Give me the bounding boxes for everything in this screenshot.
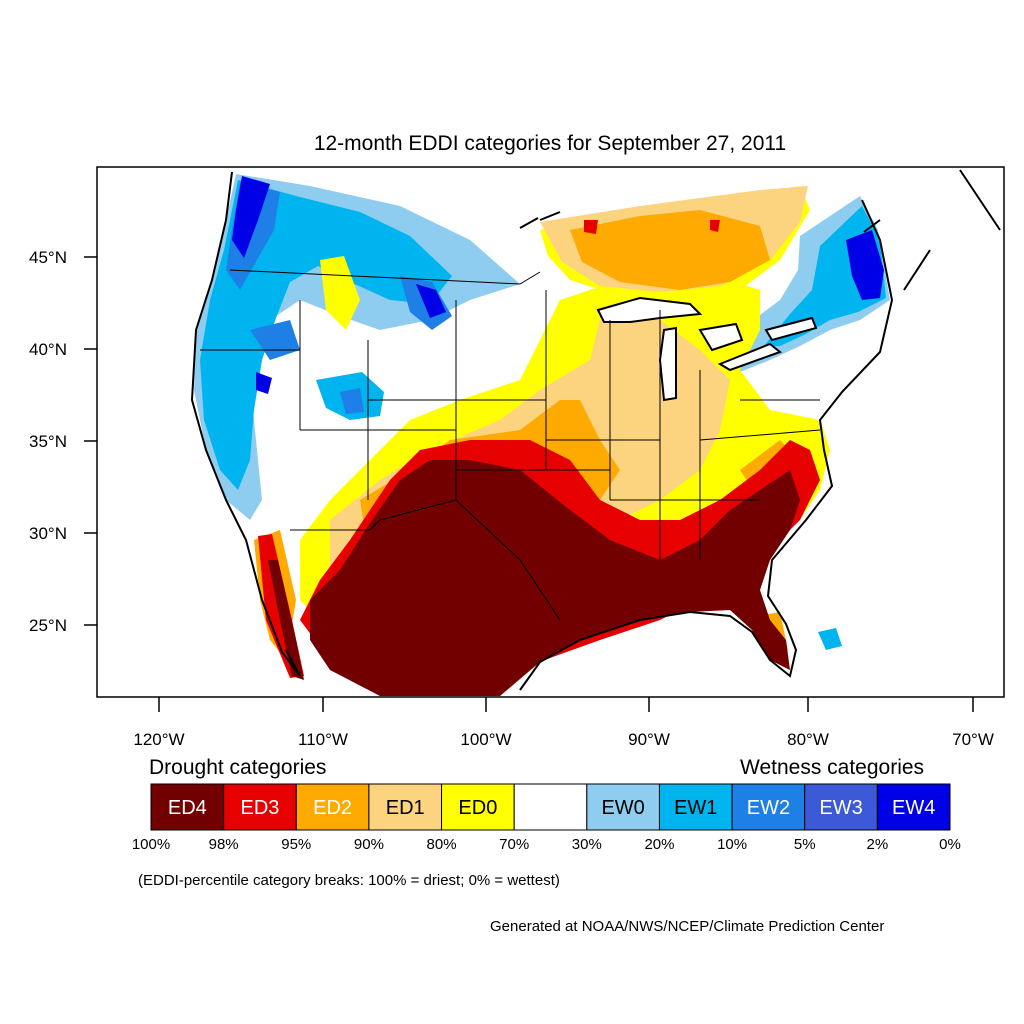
- lon-label-80: 80°W: [787, 730, 829, 749]
- legend-break-label: 5%: [793, 836, 816, 853]
- legend-break-label: 95%: [281, 836, 312, 853]
- lat-label-45: 45°N: [29, 248, 67, 267]
- eddi-map: 45°N 40°N 35°N 30°N 25°N 120°W 110°W 100…: [29, 166, 1005, 749]
- legend-label-ew4: EW4: [892, 797, 935, 819]
- legend-label-ed2: ED2: [313, 797, 352, 819]
- legend-break-label: 90%: [353, 836, 384, 853]
- legend-swatch-ed4: [150, 783, 225, 831]
- legend-swatch-ew2: [731, 783, 806, 831]
- legend-break-label: 20%: [644, 836, 675, 853]
- credit-line: Generated at NOAA/NWS/NCEP/Climate Predi…: [490, 918, 885, 935]
- legend-note: (EDDI-percentile category breaks: 100% =…: [138, 872, 560, 889]
- coastline: [190, 169, 1001, 691]
- lon-label-110: 110°W: [298, 730, 348, 749]
- map-title: 12-month EDDI categories for September 2…: [313, 132, 787, 155]
- legend-break-label: 2%: [866, 836, 889, 853]
- state-borders: [200, 269, 821, 621]
- legend-label-ew1: EW1: [674, 797, 717, 819]
- west-ew4-region: [232, 176, 446, 394]
- legend-label-ed1: ED1: [386, 797, 425, 819]
- map-frame: [96, 166, 1005, 698]
- drought-heading: Drought categories: [149, 756, 327, 779]
- legend-label-ew2: EW2: [747, 797, 790, 819]
- great-lakes: [596, 296, 818, 402]
- lat-label-30: 30°N: [29, 524, 67, 543]
- legend-swatch-ew1: [658, 783, 733, 831]
- legend-label-ed3: ED3: [241, 797, 280, 819]
- lat-axis: [84, 256, 97, 626]
- florida-keys-ew1-region: [818, 628, 842, 650]
- lat-label-25: 25°N: [29, 616, 67, 635]
- legend-label-ew0: EW0: [601, 797, 644, 819]
- legend-break-label: 100%: [131, 836, 171, 853]
- lon-label-100: 100°W: [460, 730, 511, 749]
- lat-label-35: 35°N: [29, 432, 67, 451]
- legend-swatch-neutral: [513, 783, 588, 831]
- legend-swatch-ew3: [804, 783, 878, 831]
- lon-label-120: 120°W: [133, 730, 184, 749]
- legend-swatch-ed0: [441, 783, 515, 831]
- legend-break-label: 80%: [426, 836, 457, 853]
- legend-swatch-ew4: [876, 783, 951, 831]
- legend-label-ed0: ED0: [458, 797, 497, 819]
- west-ew1-region: [200, 180, 452, 490]
- legend-break-label: 70%: [499, 836, 530, 853]
- legend-label-ew3: EW3: [819, 797, 862, 819]
- northeast-ew4-region: [846, 230, 884, 300]
- ed4-region: [268, 460, 800, 696]
- legend-colorbar: ED4 ED3 ED2 ED1 ED0 EW0 EW1 EW2 EW3 EW4: [150, 783, 951, 831]
- lon-label-90: 90°W: [628, 730, 670, 749]
- legend-break-label: 0%: [939, 836, 961, 853]
- wetness-heading: Wetness categories: [740, 756, 925, 779]
- legend-break-label: 10%: [717, 836, 748, 853]
- legend-label-ed4: ED4: [168, 797, 207, 819]
- legend-break-label: 98%: [208, 836, 239, 853]
- legend-swatch-ed2: [295, 783, 370, 831]
- legend-break-label: 30%: [571, 836, 602, 853]
- lat-label-40: 40°N: [29, 340, 67, 359]
- lon-label-70: 70°W: [952, 730, 994, 749]
- lon-axis: [158, 697, 974, 712]
- interior-ew2-region: [340, 388, 364, 414]
